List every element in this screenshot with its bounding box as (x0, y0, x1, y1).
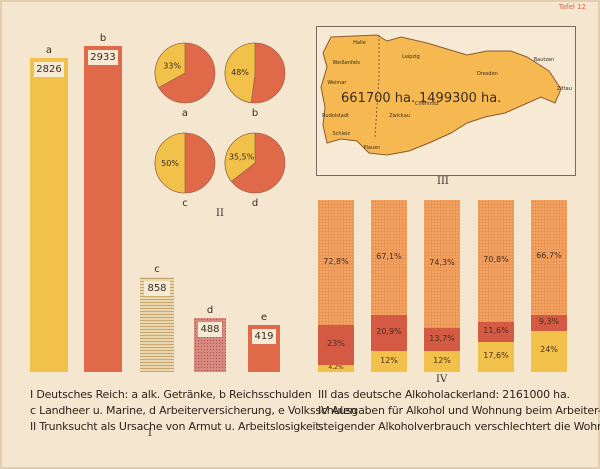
column-3-segment-2: 13,7% (424, 327, 460, 352)
column-4-segment-3: 70,8% (478, 200, 514, 322)
column-3-segment-2-value: 13,7% (429, 333, 455, 343)
bar-d-value: 488 (198, 322, 222, 337)
column-3: 12% 13,7% 74,3% (424, 200, 460, 372)
map-iii-label: III (437, 176, 449, 187)
column-1-segment-3-value: 72,8% (323, 256, 349, 266)
caption-right-3: steigender Alkoholverbrauch verschlechte… (318, 420, 600, 433)
map-city-label: Rudolstadt (322, 112, 349, 119)
column-2-segment-2: 20,9% (371, 315, 407, 352)
column-1-segment-1: 4,2% (318, 363, 354, 372)
column-2-segment-3: 67,1% (371, 200, 407, 316)
column-3-segment-1: 12% (424, 351, 460, 372)
column-1-segment-1-value: 4,2% (328, 363, 344, 371)
column-2-segment-1-value: 12% (380, 355, 398, 365)
column-4-segment-1: 17,6% (478, 341, 514, 372)
pie-a: 33% a (154, 42, 216, 119)
chart-i-label: I (148, 428, 152, 439)
bar-c-letter: c (154, 264, 160, 275)
map-city-label: Halle (353, 40, 366, 47)
column-5-segment-1-value: 24% (540, 345, 558, 355)
pie-b-value: 48% (231, 68, 249, 77)
bar-a-value: 2826 (34, 62, 64, 77)
pie-b-slice (224, 42, 256, 104)
pie-b: 48% b (224, 42, 286, 119)
column-3-segment-3-value: 74,3% (429, 257, 455, 267)
pie-d-value: 35,5% (229, 152, 255, 161)
map-area-right: 1499300 ha. (419, 91, 502, 106)
caption-left-3: II Trunksucht als Ursache von Armut u. A… (30, 420, 323, 433)
column-1: 4,2% 23% 72,8% (318, 200, 354, 372)
pie-a-value: 33% (163, 61, 181, 70)
column-5-segment-3: 66,7% (531, 200, 567, 315)
column-5-segment-2-value: 9,3% (538, 316, 560, 326)
map-city-label: Dresden (476, 71, 498, 78)
column-1-segment-2: 23% (318, 325, 354, 365)
map-city-label: Bautzen (533, 56, 555, 63)
map-territory (320, 34, 562, 156)
column-1-segment-2-value: 23% (327, 339, 345, 348)
map-area-left: 661700 ha. (341, 91, 416, 106)
map-city-label: Weimar (327, 80, 347, 87)
pie-d-letter: d (252, 198, 258, 209)
column-5-segment-3-value: 66,7% (536, 251, 562, 261)
map-city-label: Zittau (556, 86, 572, 93)
caption-right-2: IV Ausgaben für Alkohol und Wohnung beim… (318, 404, 600, 417)
map-city-label: Plauen (363, 145, 381, 152)
pie-d: 35,5% d (224, 132, 286, 209)
column-5-segment-1: 24% (531, 330, 567, 372)
pie-c-value: 50% (161, 159, 179, 168)
map-city-label: Weißenfels (332, 59, 360, 66)
map-frame: 661700 ha. 1499300 ha. Halle Leipzig Weiße… (316, 26, 576, 176)
pie-c-slice (154, 132, 186, 194)
bar-b-value: 2933 (88, 50, 118, 65)
chart-iv-label: IV (436, 374, 448, 385)
bar-c-value: 858 (144, 281, 170, 296)
column-4-segment-2: 11,6% (478, 321, 514, 342)
plate-number: Tafel 12 (558, 3, 586, 11)
bar-e-letter: e (260, 312, 268, 323)
column-5: 24% 9,3% 66,7% (531, 200, 567, 372)
bar-a-letter: a (45, 45, 53, 56)
map-city-label: Zwickau (389, 112, 410, 119)
pie-c: 50% c (154, 132, 216, 209)
caption-left-2: c Landheer u. Marine, d Arbeiterversiche… (30, 404, 357, 417)
chart-ii-label: II (216, 208, 224, 219)
map-city-label: Schleiz (332, 130, 351, 137)
map-border-dashed (374, 35, 380, 138)
column-5-segment-2: 9,3% (531, 314, 567, 331)
column-4-segment-2-value: 11,6% (483, 325, 509, 335)
map-city-label: Chemnitz (415, 101, 439, 107)
caption-right-1: III das deutsche Alkoholackerland: 21610… (318, 388, 570, 401)
column-1-segment-3: 72,8% (318, 200, 354, 326)
column-2-segment-1: 12% (371, 351, 407, 372)
caption-left-1: I Deutsches Reich: a alk. Getränke, b Re… (30, 388, 312, 401)
bar-b (84, 46, 122, 372)
column-4-segment-1-value: 17,6% (483, 350, 509, 360)
bar-b-letter: b (99, 33, 107, 44)
pie-b-letter: b (252, 108, 258, 119)
bar-d-letter: d (206, 305, 214, 316)
map-city-label: Leipzig (402, 53, 420, 60)
column-2-segment-2-value: 20,9% (376, 327, 402, 337)
column-3-segment-3: 74,3% (424, 200, 460, 328)
bar-a (30, 58, 68, 372)
column-2: 12% 20,9% 67,1% (371, 200, 407, 372)
pie-a-slice (154, 42, 186, 88)
pie-d-slice (224, 132, 256, 182)
pie-a-letter: a (182, 108, 188, 119)
bar-e-value: 419 (252, 329, 276, 344)
column-2-segment-3-value: 67,1% (376, 251, 402, 261)
pie-charts-ii: 33% a 48% b 50% c 35,5% d II (154, 42, 286, 219)
column-4: 17,6% 11,6% 70,8% (478, 200, 514, 372)
column-4-segment-3-value: 70,8% (483, 254, 509, 264)
column-3-segment-1-value: 12% (433, 355, 451, 365)
pie-c-letter: c (182, 198, 188, 209)
map-region-svg (320, 34, 562, 156)
